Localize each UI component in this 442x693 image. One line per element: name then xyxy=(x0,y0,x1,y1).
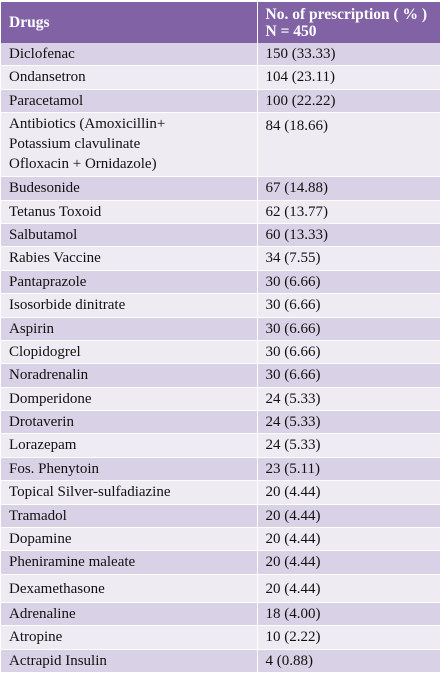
prescription-count-cell: 67 (14.88) xyxy=(257,176,440,201)
prescription-count-cell: 24 (5.33) xyxy=(257,410,440,435)
drug-name-cell: Dexamethasone xyxy=(1,574,258,603)
drug-name-cell: Diclofenac xyxy=(1,43,258,67)
prescription-count-cell: 23 (5.11) xyxy=(257,457,440,482)
drug-name-cell: Adrenaline xyxy=(1,602,258,627)
table-row: Clopidogrel 30 (6.66) xyxy=(1,340,440,365)
drug-name-cell: Atropine xyxy=(1,625,258,650)
prescription-count-cell: 20 (4.44) xyxy=(257,550,440,575)
drug-name-cell: Topical Silver-sulfadiazine xyxy=(1,480,258,505)
header-row: Drugs No. of prescription ( % ) N = 450 xyxy=(1,2,440,43)
drug-name-cell: Drotaverin xyxy=(1,410,258,435)
table-row: Fos. Phenytoin 23 (5.11) xyxy=(1,457,440,482)
prescription-count-cell: 24 (5.33) xyxy=(257,433,440,458)
drug-name-cell: Clopidogrel xyxy=(1,340,258,365)
prescription-count-cell: 60 (13.33) xyxy=(257,223,440,248)
prescription-count-cell: 30 (6.66) xyxy=(257,363,440,388)
drug-name-cell: Actrapid Insulin xyxy=(1,649,258,673)
prescription-table: Drugs No. of prescription ( % ) N = 450 … xyxy=(1,2,440,673)
table-row: Isosorbide dinitrate 30 (6.66) xyxy=(1,293,440,318)
drug-name-cell: Budesonide xyxy=(1,176,258,201)
table-row: Adrenaline 18 (4.00) xyxy=(1,602,440,627)
prescription-count-cell: 150 (33.33) xyxy=(257,43,440,67)
table-row: Atropine 10 (2.22) xyxy=(1,625,440,650)
drug-name-cell: Aspirin xyxy=(1,317,258,341)
prescription-count-cell: 20 (4.44) xyxy=(257,527,440,552)
prescription-count-cell: 30 (6.66) xyxy=(257,293,440,318)
prescription-count-cell: 104 (23.11) xyxy=(257,65,440,90)
prescription-count-cell: 30 (6.66) xyxy=(257,270,440,295)
prescription-count-cell: 20 (4.44) xyxy=(257,504,440,529)
table-row: Rabies Vaccine 34 (7.55) xyxy=(1,246,440,271)
prescription-count-cell: 24 (5.33) xyxy=(257,387,440,412)
drug-name-cell: Antibiotics (Amoxicillin+ Potassium clav… xyxy=(1,112,258,178)
drug-name-cell: Salbutamol xyxy=(1,223,258,248)
table-row: Antibiotics (Amoxicillin+ Potassium clav… xyxy=(1,112,440,178)
table-row: Ondansetron 104 (23.11) xyxy=(1,65,440,90)
table-row: Drotaverin 24 (5.33) xyxy=(1,410,440,435)
prescription-count-cell: 18 (4.00) xyxy=(257,602,440,627)
table-row: Lorazepam 24 (5.33) xyxy=(1,433,440,458)
prescription-count-cell: 20 (4.44) xyxy=(257,480,440,505)
drug-name-cell: Paracetamol xyxy=(1,89,258,114)
drug-name-cell: Isosorbide dinitrate xyxy=(1,293,258,318)
table-row: Tetanus Toxoid 62 (13.77) xyxy=(1,200,440,224)
table-row: Pantaprazole 30 (6.66) xyxy=(1,270,440,295)
table-body: Diclofenac 150 (33.33) Ondansetron 104 (23.… xyxy=(1,43,440,673)
table-header: Drugs No. of prescription ( % ) N = 450 xyxy=(1,2,440,43)
drug-name-cell: Fos. Phenytoin xyxy=(1,457,258,482)
drug-name-cell: Rabies Vaccine xyxy=(1,246,258,271)
table-row: Topical Silver-sulfadiazine 20 (4.44) xyxy=(1,480,440,505)
table-row: Aspirin 30 (6.66) xyxy=(1,317,440,341)
table-row: Domperidone 24 (5.33) xyxy=(1,387,440,412)
table-row: Noradrenalin 30 (6.66) xyxy=(1,363,440,388)
prescription-count-cell: 34 (7.55) xyxy=(257,246,440,271)
table-row: Paracetamol 100 (22.22) xyxy=(1,89,440,114)
header-drugs: Drugs xyxy=(1,2,258,43)
prescription-count-cell: 20 (4.44) xyxy=(257,574,440,603)
table-row: Dopamine 20 (4.44) xyxy=(1,527,440,552)
drug-name-cell: Lorazepam xyxy=(1,433,258,458)
drug-name-cell: Domperidone xyxy=(1,387,258,412)
drug-name-cell: Noradrenalin xyxy=(1,363,258,388)
prescription-count-cell: 4 (0.88) xyxy=(257,649,440,673)
table-row: Actrapid Insulin 4 (0.88) xyxy=(1,649,440,673)
table-row: Tramadol 20 (4.44) xyxy=(1,504,440,529)
header-prescriptions: No. of prescription ( % ) N = 450 xyxy=(257,2,440,43)
table-row: Pheniramine maleate 20 (4.44) xyxy=(1,550,440,575)
prescription-count-cell: 62 (13.77) xyxy=(257,200,440,224)
drug-name-cell: Pheniramine maleate xyxy=(1,550,258,575)
table-row: Diclofenac 150 (33.33) xyxy=(1,43,440,67)
prescription-count-cell: 84 (18.66) xyxy=(257,112,440,178)
prescription-count-cell: 30 (6.66) xyxy=(257,340,440,365)
table-row: Budesonide 67 (14.88) xyxy=(1,176,440,201)
drug-name-cell: Tramadol xyxy=(1,504,258,529)
drug-name-cell: Ondansetron xyxy=(1,65,258,90)
prescription-count-cell: 10 (2.22) xyxy=(257,625,440,650)
drug-name-cell: Pantaprazole xyxy=(1,270,258,295)
prescription-count-cell: 100 (22.22) xyxy=(257,89,440,114)
drug-name-cell: Dopamine xyxy=(1,527,258,552)
table-row: Dexamethasone 20 (4.44) xyxy=(1,574,440,603)
prescription-count-cell: 30 (6.66) xyxy=(257,317,440,341)
drug-name-cell: Tetanus Toxoid xyxy=(1,200,258,224)
table-row: Salbutamol 60 (13.33) xyxy=(1,223,440,248)
